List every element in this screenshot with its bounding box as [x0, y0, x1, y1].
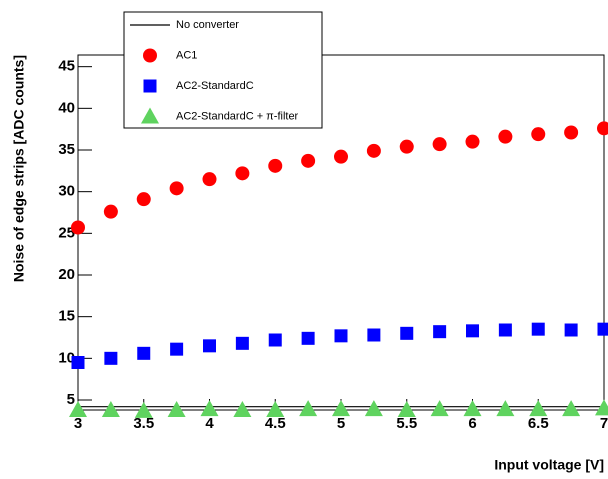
point: [595, 399, 608, 416]
point: [466, 324, 479, 338]
point: [332, 400, 350, 417]
legend-label: No converter: [176, 19, 239, 31]
point: [498, 323, 512, 337]
point: [200, 400, 219, 417]
point: [134, 401, 153, 418]
x-tick-label: 3: [74, 415, 82, 432]
y-tick-label: 15: [58, 308, 75, 325]
y-tick-label: 30: [58, 183, 75, 200]
point: [170, 342, 184, 356]
legend-marker: [143, 48, 157, 63]
y-axis-title: Noise of edge strips [ADC counts]: [11, 55, 27, 282]
point: [266, 401, 285, 417]
point: [104, 351, 118, 365]
legend-marker: [141, 107, 159, 124]
point: [496, 400, 515, 417]
point: [463, 400, 482, 417]
x-tick-label: 6.5: [528, 415, 549, 432]
point: [564, 125, 579, 140]
point: [167, 401, 186, 417]
point: [301, 153, 316, 168]
point: [71, 220, 85, 235]
point: [498, 129, 513, 144]
legend: No converter AC1 AC2-StandardC AC2-Standard…: [123, 11, 323, 129]
point: [203, 339, 216, 353]
y-tick-label: 5: [67, 391, 75, 408]
point: [103, 204, 118, 219]
point: [531, 127, 546, 142]
point: [233, 401, 252, 417]
point: [597, 322, 608, 336]
x-tick-label: 4: [205, 415, 214, 432]
point: [597, 121, 608, 136]
x-tick-label: 7: [600, 415, 608, 432]
y-tick-label: 10: [58, 349, 75, 366]
point: [430, 400, 449, 417]
y-tick-label: 35: [58, 141, 75, 158]
legend-label: AC2-StandardC: [176, 80, 254, 92]
point: [564, 323, 578, 337]
legend-label: AC2-StandardC + π-filter: [176, 110, 299, 122]
point: [433, 325, 447, 339]
point: [202, 172, 217, 187]
x-tick-label: 3.5: [133, 415, 154, 432]
point: [334, 149, 348, 164]
y-tick-label: 40: [58, 99, 75, 116]
y-tick-label: 45: [58, 58, 75, 75]
point: [399, 139, 414, 154]
point: [562, 400, 581, 417]
point: [465, 134, 480, 149]
point: [301, 331, 315, 345]
point: [169, 181, 184, 196]
point: [432, 137, 447, 152]
point: [366, 143, 381, 158]
legend-label: AC1: [176, 49, 197, 61]
point: [235, 166, 250, 181]
point: [364, 400, 383, 417]
point: [268, 333, 282, 347]
point: [397, 401, 416, 417]
point: [299, 400, 318, 417]
point: [136, 192, 151, 207]
legend-marker: [143, 79, 157, 93]
x-tick-label: 5.5: [396, 415, 417, 432]
y-tick-label: 20: [58, 266, 75, 283]
x-axis-title: Input voltage [V]: [494, 457, 604, 473]
point: [101, 401, 120, 417]
y-tick-label: 25: [58, 224, 75, 241]
point: [531, 322, 545, 336]
point: [367, 328, 381, 342]
point: [71, 356, 85, 369]
x-tick-label: 5: [337, 415, 345, 432]
point: [235, 336, 249, 350]
point: [69, 401, 87, 417]
legend-box: [123, 11, 323, 129]
point: [529, 400, 548, 417]
point: [268, 158, 283, 173]
point: [334, 329, 348, 343]
x-tick-label: 6: [468, 415, 476, 432]
point: [137, 346, 151, 360]
point: [400, 326, 414, 340]
x-tick-label: 4.5: [265, 415, 286, 432]
